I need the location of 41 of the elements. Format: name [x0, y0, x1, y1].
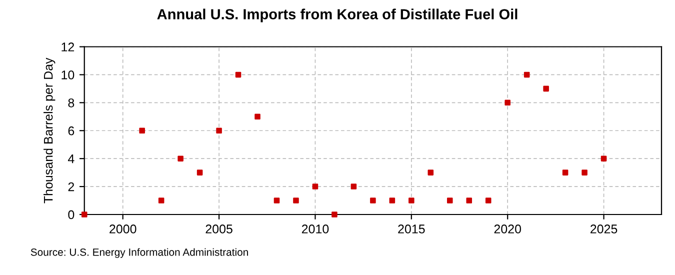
point	[274, 198, 280, 204]
point	[524, 72, 530, 78]
point	[312, 184, 318, 190]
x-tick-label: 2025	[590, 224, 618, 234]
point	[235, 72, 242, 78]
point	[158, 198, 164, 204]
point	[216, 128, 222, 134]
point	[196, 170, 203, 176]
point	[562, 170, 568, 176]
point	[600, 156, 607, 162]
y-tick-label: 8	[68, 98, 74, 108]
point	[543, 86, 549, 92]
x-tick-label: 2010	[302, 224, 329, 234]
point	[254, 114, 260, 120]
point	[293, 198, 299, 204]
point	[139, 128, 145, 134]
point	[408, 198, 414, 204]
point	[466, 198, 472, 204]
x-tick-label: 2015	[398, 224, 425, 234]
point	[350, 184, 357, 190]
point	[485, 198, 492, 204]
point	[504, 100, 510, 106]
point	[178, 156, 184, 162]
point	[389, 198, 396, 204]
y-tick-label: 6	[68, 126, 74, 136]
y-tick-label: 4	[68, 154, 74, 164]
point	[332, 212, 338, 218]
chart-title: Annual U.S. Imports from Korea of Distillate Fuel Oil	[157, 8, 518, 22]
y-tick-label: 2	[68, 182, 74, 192]
y-tick-label: 12	[62, 42, 74, 52]
x-tick-label: 2020	[494, 224, 522, 234]
point	[428, 170, 434, 176]
y-axis-title: Thousand Barrels per Day	[44, 58, 56, 204]
point	[446, 198, 453, 204]
point	[370, 198, 376, 204]
source-note: Source: U.S. Energy Information Administration	[30, 248, 248, 258]
y-tick-label: 0	[68, 210, 74, 220]
x-tick-label: 2000	[110, 224, 136, 234]
x-tick-label: 2005	[206, 224, 232, 234]
point	[582, 170, 588, 176]
y-tick-label: 10	[62, 70, 74, 80]
